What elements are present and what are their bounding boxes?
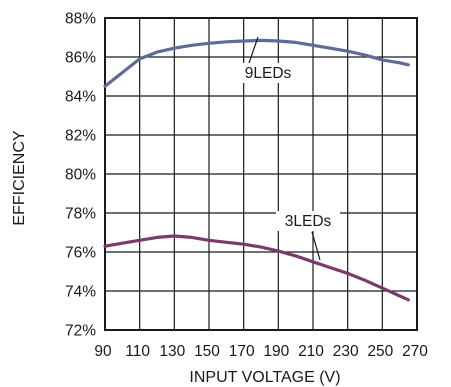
- y-tick-label: 84%: [65, 89, 96, 106]
- y-tick-label: 86%: [65, 50, 96, 67]
- plot-frame: [104, 17, 418, 331]
- y-tick-label: 72%: [65, 323, 96, 340]
- x-tick-label: 230: [333, 343, 359, 360]
- x-tick-label: 110: [125, 343, 150, 360]
- x-tick-label: 190: [263, 343, 289, 360]
- series-line-3leds: [103, 234, 410, 302]
- x-tick-labels: 90 110 130 150 170 190 210 230 250 270: [94, 343, 428, 360]
- series-lines: [103, 38, 410, 302]
- x-tick-label: 150: [194, 343, 220, 360]
- x-tick-label: 90: [94, 343, 112, 360]
- y-tick-label: 76%: [65, 245, 96, 262]
- y-tick-label: 78%: [65, 206, 96, 223]
- series-label-9leds: 9LEDs: [245, 65, 292, 82]
- y-tick-label: 82%: [65, 128, 96, 145]
- series-label-background: [236, 63, 300, 83]
- series-label-3leds: 3LEDs: [285, 213, 332, 230]
- y-tick-label: 74%: [65, 284, 96, 301]
- x-tick-label: 250: [367, 343, 393, 360]
- y-tick-label: 80%: [65, 167, 96, 184]
- series-labels: 9LEDs 3LEDs: [236, 36, 340, 261]
- series-label-leader: [247, 36, 259, 67]
- grid: [105, 18, 417, 330]
- series-label-leader: [311, 231, 321, 261]
- x-axis-title: INPUT VOLTAGE (V): [189, 369, 340, 386]
- y-tick-label: 88%: [65, 11, 96, 28]
- series-label-background: [276, 211, 340, 231]
- x-tick-label: 130: [159, 343, 185, 360]
- series-line-9leds: [103, 38, 410, 88]
- x-tick-label: 270: [402, 343, 428, 360]
- y-axis-title: EFFICIENCY: [11, 130, 28, 225]
- x-tick-label: 210: [298, 343, 324, 360]
- x-tick-label: 170: [229, 343, 255, 360]
- y-tick-labels: 72% 74% 76% 78% 80% 82% 84% 86% 88%: [65, 11, 96, 340]
